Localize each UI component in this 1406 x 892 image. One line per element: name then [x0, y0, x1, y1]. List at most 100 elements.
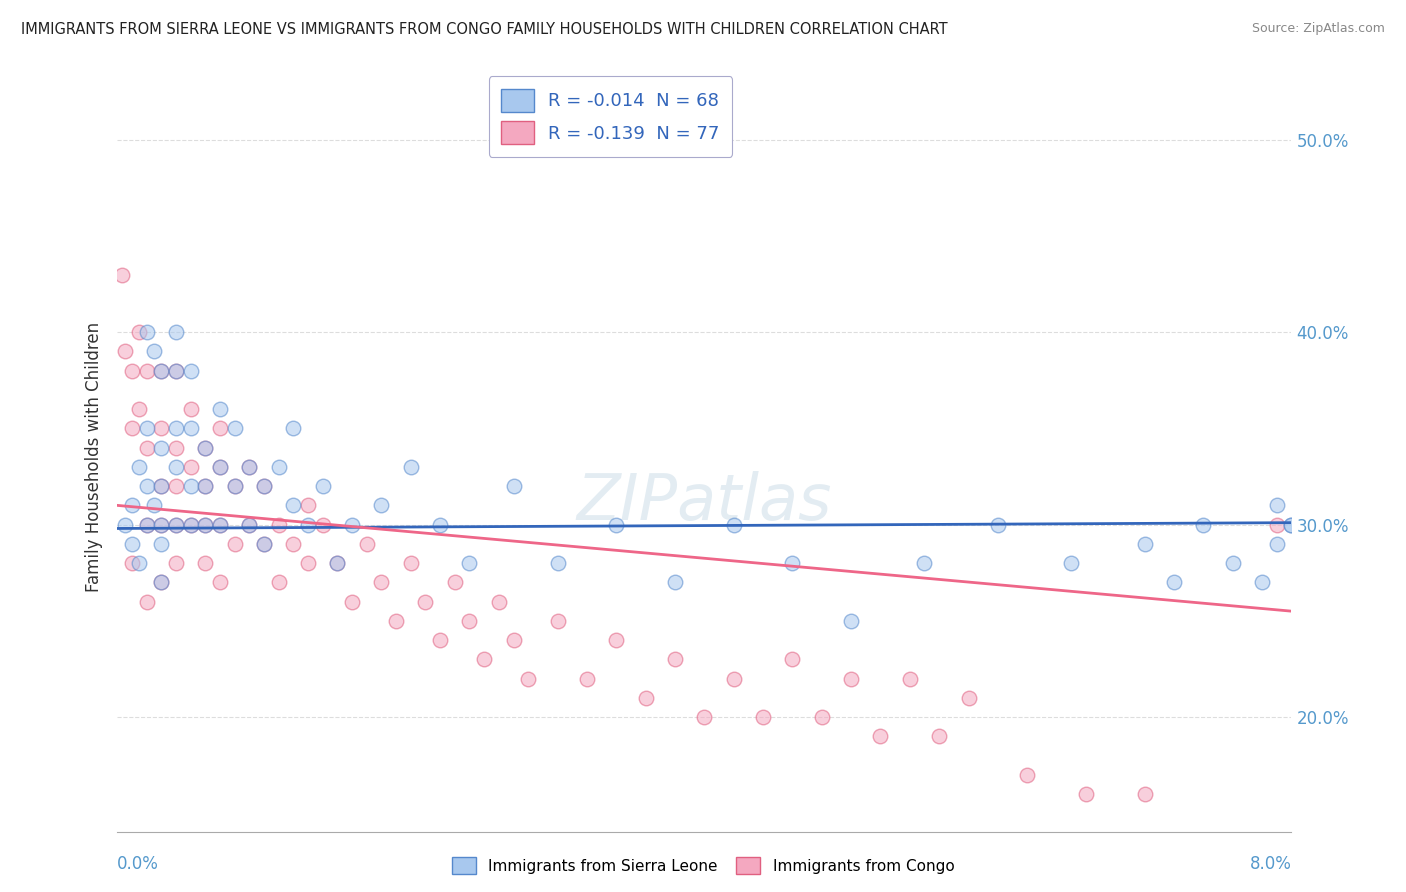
Point [150, 441, 173, 455]
Point [208, 459, 231, 474]
Point [547, 556, 569, 570]
Point [165, 459, 187, 474]
Point [238, 517, 260, 532]
Point [208, 402, 231, 417]
Point [135, 441, 157, 455]
Point [165, 364, 187, 378]
Point [723, 672, 745, 686]
Point [693, 710, 716, 724]
Point [208, 459, 231, 474]
Text: 0.0%: 0.0% [117, 855, 159, 872]
Point [135, 517, 157, 532]
Point [1017, 767, 1039, 781]
Point [458, 614, 481, 628]
Point [224, 479, 246, 493]
Point [1133, 537, 1156, 551]
Point [121, 499, 143, 513]
Point [150, 479, 173, 493]
Point [253, 537, 276, 551]
Point [752, 710, 775, 724]
Point [370, 575, 392, 590]
Point [297, 556, 319, 570]
Point [1192, 517, 1215, 532]
Point [723, 517, 745, 532]
Point [150, 479, 173, 493]
Point [208, 575, 231, 590]
Point [297, 517, 319, 532]
Point [312, 479, 335, 493]
Text: 8.0%: 8.0% [1250, 855, 1292, 872]
Point [326, 556, 349, 570]
Point [165, 556, 187, 570]
Point [664, 652, 686, 666]
Point [415, 594, 437, 608]
Point [839, 672, 862, 686]
Point [810, 710, 832, 724]
Text: IMMIGRANTS FROM SIERRA LEONE VS IMMIGRANTS FROM CONGO FAMILY HOUSEHOLDS WITH CHI: IMMIGRANTS FROM SIERRA LEONE VS IMMIGRAN… [21, 22, 948, 37]
Point [399, 459, 422, 474]
Point [135, 421, 157, 435]
Point [605, 633, 627, 648]
Point [180, 479, 202, 493]
Point [914, 556, 936, 570]
Point [502, 479, 524, 493]
Point [458, 556, 481, 570]
Point [429, 517, 451, 532]
Point [605, 517, 627, 532]
Point [194, 479, 217, 493]
Point [150, 575, 173, 590]
Point [517, 672, 540, 686]
Point [208, 517, 231, 532]
Point [142, 344, 165, 359]
Point [142, 499, 165, 513]
Point [121, 364, 143, 378]
Point [664, 575, 686, 590]
Point [399, 556, 422, 570]
Point [180, 517, 202, 532]
Point [128, 556, 150, 570]
Point [165, 364, 187, 378]
Point [1133, 787, 1156, 801]
Point [1281, 517, 1303, 532]
Point [283, 537, 305, 551]
Point [297, 499, 319, 513]
Point [267, 459, 290, 474]
Point [150, 517, 173, 532]
Point [194, 556, 217, 570]
Point [135, 517, 157, 532]
Point [340, 517, 363, 532]
Point [208, 517, 231, 532]
Point [114, 517, 136, 532]
Point [326, 556, 349, 570]
Point [253, 537, 276, 551]
Point [1074, 787, 1097, 801]
Point [121, 421, 143, 435]
Point [150, 421, 173, 435]
Point [340, 594, 363, 608]
Point [1265, 517, 1288, 532]
Point [238, 459, 260, 474]
Point [928, 729, 950, 743]
Point [839, 614, 862, 628]
Point [634, 690, 657, 705]
Point [253, 479, 276, 493]
Point [253, 479, 276, 493]
Point [135, 325, 157, 339]
Point [150, 537, 173, 551]
Point [472, 652, 495, 666]
Point [165, 479, 187, 493]
Point [110, 268, 132, 282]
Point [429, 633, 451, 648]
Point [194, 517, 217, 532]
Point [165, 325, 187, 339]
Point [180, 517, 202, 532]
Point [194, 479, 217, 493]
Point [128, 459, 150, 474]
Point [443, 575, 465, 590]
Point [782, 556, 804, 570]
Point [165, 517, 187, 532]
Legend: R = -0.014  N = 68, R = -0.139  N = 77: R = -0.014 N = 68, R = -0.139 N = 77 [488, 76, 733, 157]
Point [312, 517, 335, 532]
Point [121, 556, 143, 570]
Point [502, 633, 524, 648]
